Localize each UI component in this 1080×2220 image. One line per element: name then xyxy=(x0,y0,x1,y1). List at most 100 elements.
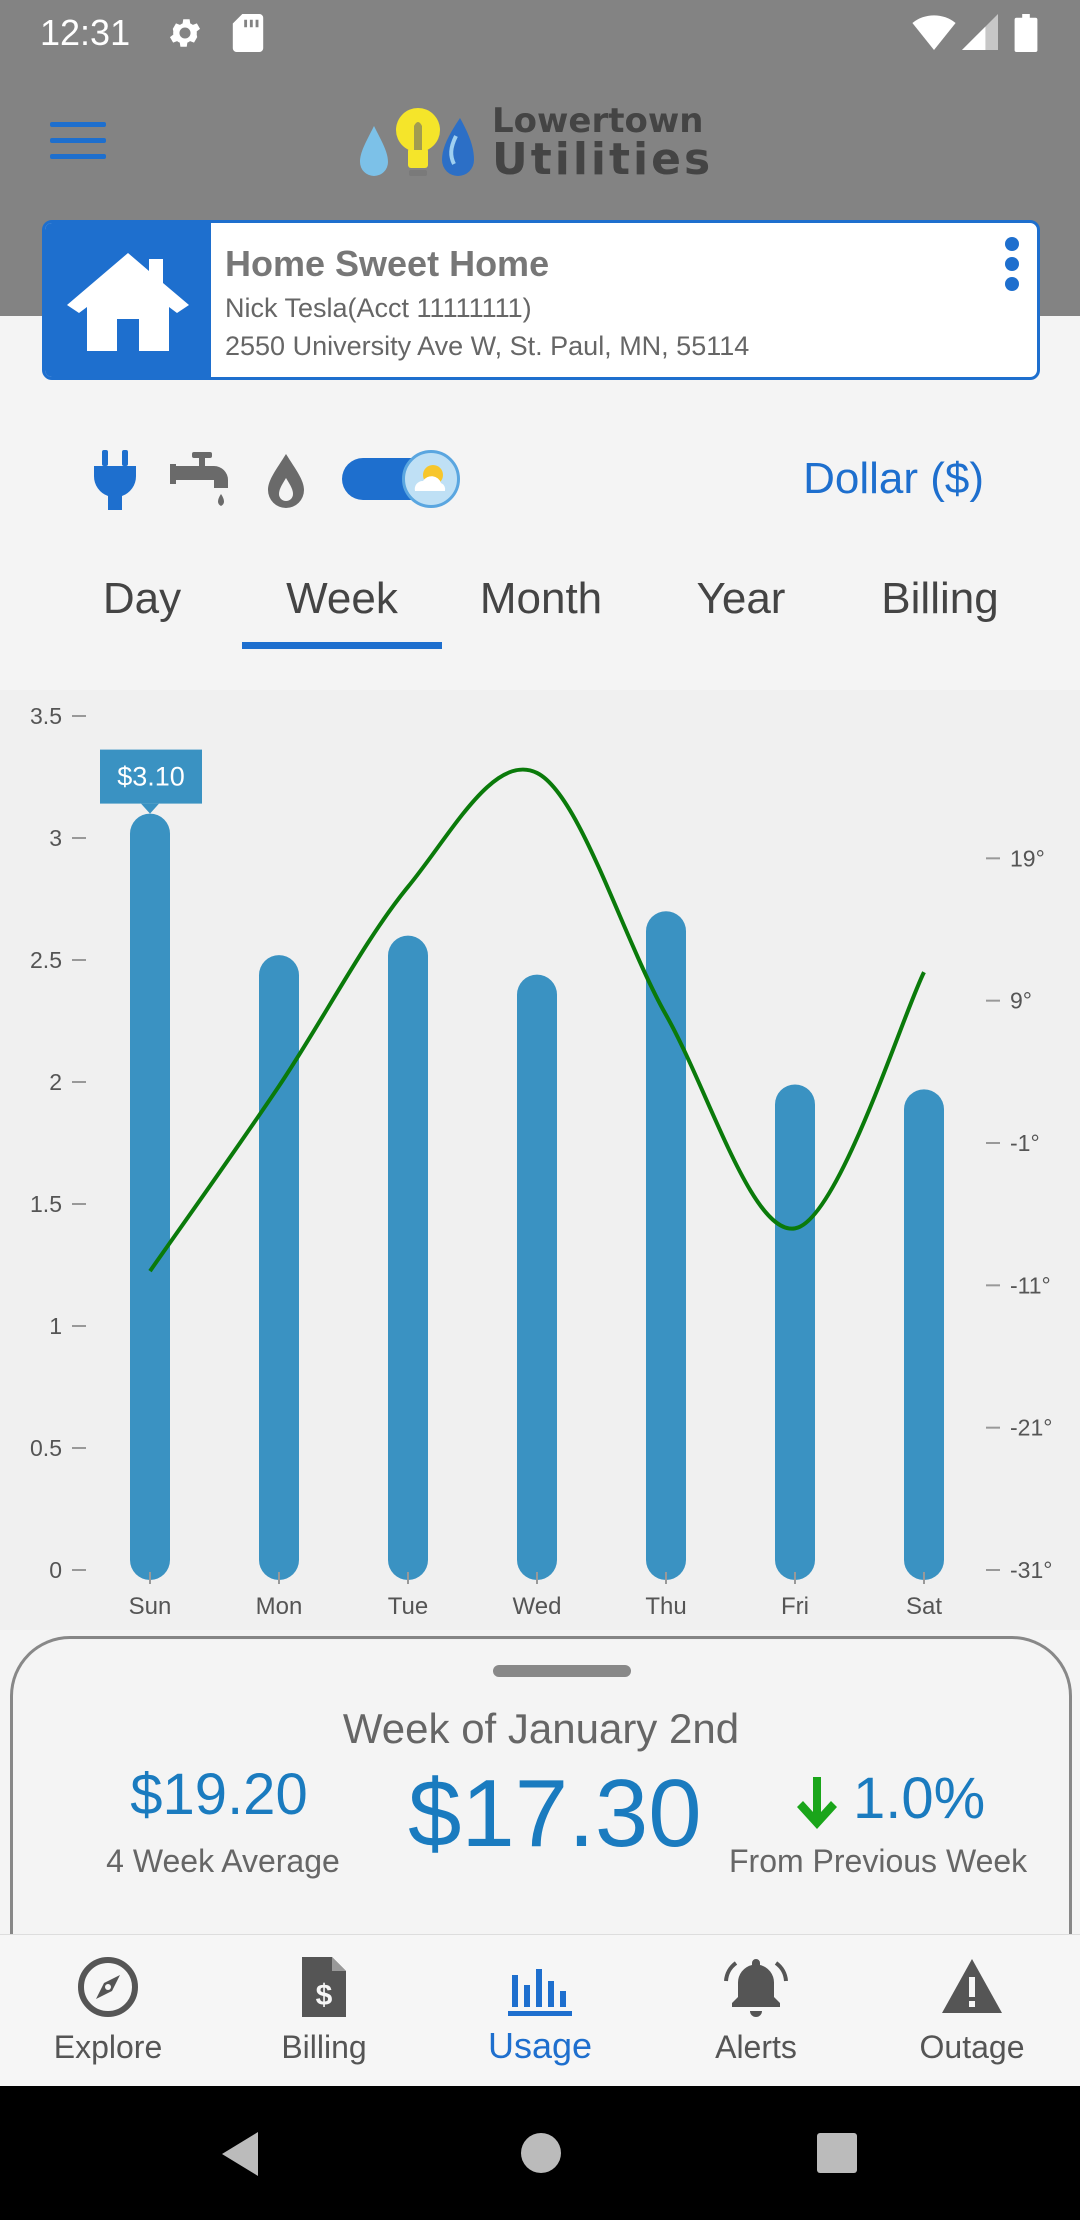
weather-overlay-toggle[interactable] xyxy=(342,450,462,508)
x-axis-label: Wed xyxy=(513,1593,562,1620)
usage-bar xyxy=(646,911,686,1580)
logo-text: Lowertown Utilities xyxy=(492,104,713,182)
compass-icon xyxy=(78,1957,138,2017)
account-address: 2550 University Ave W, St. Paul, MN, 551… xyxy=(225,331,750,361)
nav-usage-label: Usage xyxy=(487,2025,593,2066)
y-axis-label: 1.5 xyxy=(30,1191,62,1217)
cell-signal-icon xyxy=(962,14,998,50)
account-more-options-button[interactable] xyxy=(1005,237,1025,293)
nav-explore[interactable]: Explore xyxy=(0,1935,216,2087)
tab-month[interactable]: Month xyxy=(479,574,603,623)
nav-billing[interactable]: $ Billing xyxy=(216,1935,432,2087)
temperature-axis-label: 19° xyxy=(1010,845,1045,871)
usage-bar xyxy=(130,813,170,1580)
utility-selector-row: Dollar ($) xyxy=(0,440,1080,520)
currency-selector[interactable]: Dollar ($) xyxy=(803,454,984,503)
selected-tab-indicator xyxy=(242,642,442,649)
menu-bar-icon xyxy=(50,122,106,127)
app-header: Lowertown Utilities xyxy=(0,66,1080,216)
tab-year[interactable]: Year xyxy=(696,574,786,623)
recents-button-icon[interactable] xyxy=(816,2132,858,2174)
tooltip-pointer xyxy=(141,803,159,814)
account-card[interactable]: Home Sweet Home Nick Tesla(Acct 11111111… xyxy=(42,220,1040,380)
nav-billing-label: Billing xyxy=(281,2029,367,2065)
nav-alerts-label: Alerts xyxy=(715,2029,797,2065)
home-icon-box xyxy=(45,223,211,377)
arrow-down-icon xyxy=(797,1777,837,1829)
bill-icon: $ xyxy=(302,1957,346,2017)
dot-icon xyxy=(1005,237,1019,251)
system-navigation-bar xyxy=(0,2086,1080,2220)
period-tabs: Day Week Month Year Billing xyxy=(0,560,1080,652)
temperature-axis-label: -21° xyxy=(1010,1415,1052,1441)
tab-week[interactable]: Week xyxy=(286,574,398,623)
nav-outage[interactable]: Outage xyxy=(864,1935,1080,2087)
bottom-navigation: Explore $ Billing Usage Alerts xyxy=(0,1934,1080,2086)
tab-day[interactable]: Day xyxy=(102,574,182,623)
bar-chart-icon xyxy=(508,1969,572,2016)
change-percent: 1.0% xyxy=(853,1766,986,1831)
status-time: 12:31 xyxy=(40,12,131,53)
warning-icon xyxy=(942,1959,1002,2013)
account-holder: Nick Tesla(Acct 11111111) xyxy=(225,293,532,323)
four-week-average-label: 4 Week Average xyxy=(106,1843,340,1879)
drag-handle[interactable] xyxy=(493,1665,631,1677)
hamburger-menu-button[interactable] xyxy=(50,122,106,166)
bell-icon xyxy=(724,1959,788,2017)
nav-outage-label: Outage xyxy=(919,2029,1025,2065)
x-axis-label: Tue xyxy=(388,1593,428,1620)
home-button-icon[interactable] xyxy=(520,2132,562,2174)
four-week-average-value: $19.20 xyxy=(130,1762,308,1827)
y-axis-label: 2.5 xyxy=(30,947,62,973)
usage-bar xyxy=(904,1089,944,1580)
gas-drop-icon[interactable] xyxy=(264,450,308,510)
menu-bar-icon xyxy=(50,138,106,143)
water-faucet-icon[interactable] xyxy=(170,450,234,510)
logo-line-2: Utilities xyxy=(492,134,714,185)
temperature-axis-label: -11° xyxy=(1010,1272,1051,1298)
usage-bar xyxy=(259,955,299,1580)
account-name: Home Sweet Home xyxy=(225,243,550,284)
usage-bar xyxy=(517,974,557,1580)
tab-billing[interactable]: Billing xyxy=(881,574,999,623)
y-axis-label: 1 xyxy=(49,1313,62,1339)
y-axis-label: 2 xyxy=(49,1069,62,1095)
home-icon xyxy=(67,253,189,351)
bar-value-tooltip xyxy=(100,749,202,804)
x-axis-label: Fri xyxy=(781,1593,809,1620)
svg-text:$: $ xyxy=(316,1979,333,2012)
status-bar: 12:31 xyxy=(0,0,1080,66)
change-label: From Previous Week xyxy=(729,1843,1028,1879)
y-axis-label: 3.5 xyxy=(30,703,62,729)
y-axis-label: 0.5 xyxy=(30,1435,62,1461)
nav-explore-label: Explore xyxy=(53,2029,163,2065)
usage-chart-svg: 3.5 3 2.5 2 1.5 1 0.5 0 19° 9° -1° -11° -21° -31° Sun M… xyxy=(30,703,1052,1620)
usage-chart[interactable]: 3.5 3 2.5 2 1.5 1 0.5 0 19° 9° -1° -11° -21° -31° Sun M… xyxy=(0,690,1080,1630)
nav-usage[interactable]: Usage xyxy=(432,1935,648,2087)
temperature-line xyxy=(148,767,926,1273)
week-title: Week of January 2nd xyxy=(342,1705,740,1752)
dot-icon xyxy=(1005,257,1019,271)
week-total-value: $17.30 xyxy=(408,1760,702,1867)
wifi-icon xyxy=(912,15,956,50)
back-button-icon[interactable] xyxy=(218,2130,262,2178)
temperature-axis-label: -31° xyxy=(1010,1557,1052,1583)
lowertown-utilities-logo: Lowertown Utilities xyxy=(356,96,716,186)
usage-bar xyxy=(388,935,428,1580)
usage-summary-panel: Week of January 2nd $19.20 4 Week Averag… xyxy=(10,1636,1072,1936)
tooltip-label: $3.10 xyxy=(117,762,185,792)
settings-gear-icon xyxy=(169,19,201,47)
y-axis-label: 3 xyxy=(49,825,62,851)
usage-bar xyxy=(775,1084,815,1580)
x-axis-label: Sun xyxy=(129,1593,172,1620)
toggle-knob xyxy=(402,450,460,508)
dot-icon xyxy=(1005,277,1019,291)
logo-line-1: Lowertown xyxy=(492,101,704,141)
y-axis-label: 0 xyxy=(49,1557,62,1583)
partly-sunny-icon xyxy=(414,465,446,491)
nav-alerts[interactable]: Alerts xyxy=(648,1935,864,2087)
logo-mark-icon xyxy=(360,108,474,176)
temperature-axis-label: -1° xyxy=(1010,1130,1040,1156)
x-axis-label: Mon xyxy=(256,1593,303,1620)
electric-plug-icon[interactable] xyxy=(90,450,140,510)
